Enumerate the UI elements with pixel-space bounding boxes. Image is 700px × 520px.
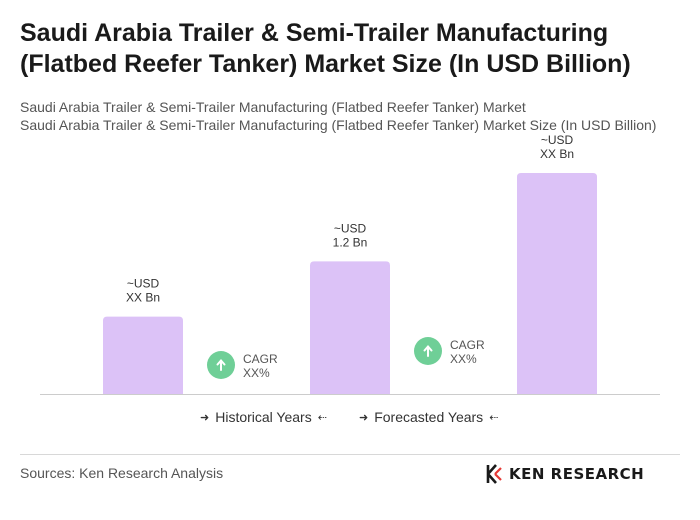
- sources-text: Sources: Ken Research Analysis: [20, 465, 224, 481]
- cagr-label: CAGR: [450, 338, 485, 352]
- ken-research-logo: KEN RESEARCH: [486, 464, 644, 484]
- cagr-value: XX%: [243, 366, 270, 380]
- bar-value-label: ~USD: [127, 277, 160, 291]
- chart-title: Saudi Arabia Trailer & Semi-Trailer Manu…: [20, 19, 631, 78]
- arrow-left-icon: ⇠: [489, 411, 499, 424]
- legend-forecasted: ➜ Forecasted Years ⇠: [359, 409, 498, 425]
- cagr-value: XX%: [450, 352, 477, 366]
- bar-value-label: ~USD: [334, 221, 367, 235]
- bar: [517, 173, 597, 394]
- bar: [103, 316, 183, 394]
- bar-value-label: XX Bn: [540, 147, 574, 161]
- bar-value-label: XX Bn: [126, 291, 160, 305]
- chart-subtitle-1: Saudi Arabia Trailer & Semi-Trailer Manu…: [20, 99, 526, 115]
- arrow-right-icon: ➜: [359, 411, 369, 424]
- logo-text: KEN RESEARCH: [509, 465, 645, 483]
- legend-forecasted-label: Forecasted Years: [374, 409, 484, 425]
- bar-value-label: ~USD: [541, 133, 574, 147]
- legend-historical-label: Historical Years: [215, 409, 312, 425]
- legend-historical: ➜ Historical Years ⇠: [200, 409, 327, 425]
- chart-subtitle-2: Saudi Arabia Trailer & Semi-Trailer Manu…: [20, 117, 657, 133]
- ken-research-logo-icon: [486, 464, 502, 484]
- bar: [310, 261, 390, 394]
- arrow-up-icon: [423, 344, 433, 357]
- arrow-left-icon: ⇠: [317, 411, 327, 424]
- arrow-up-icon: [216, 358, 226, 371]
- footer-divider: [20, 454, 680, 455]
- cagr-label: CAGR: [243, 352, 278, 366]
- bar-value-label: 1.2 Bn: [333, 235, 368, 249]
- arrow-right-icon: ➜: [200, 411, 210, 424]
